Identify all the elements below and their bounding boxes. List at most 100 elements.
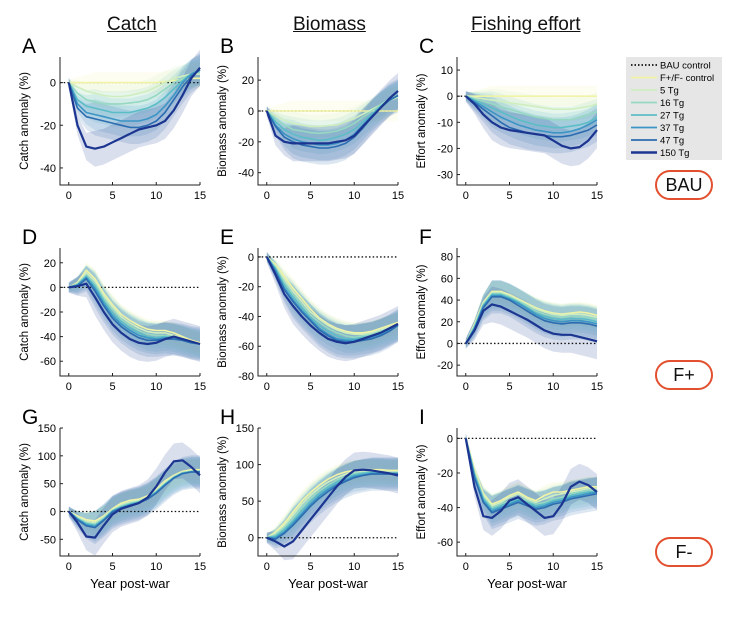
series-47-tg [465, 296, 598, 344]
panel-letter: E [220, 226, 234, 249]
y-tick-label: -20 [238, 282, 254, 294]
x-tick-label: 5 [307, 561, 313, 573]
panel-letter: G [22, 406, 38, 429]
y-tick-label: -40 [238, 168, 254, 180]
y-tick-label: 20 [44, 258, 56, 270]
x-tick-label: 10 [150, 190, 162, 202]
x-tick-label: 0 [66, 190, 72, 202]
panel-b: B -40 -20 0 20 0 5 10 15 Biomass anomaly (%) [217, 35, 404, 202]
series-f-f-control [266, 256, 399, 334]
y-axis-label: Biomass anomaly (%) [217, 436, 229, 548]
series-16-tg [465, 95, 598, 121]
y-tick-label: 20 [441, 317, 453, 329]
y-tick-label: 80 [441, 252, 453, 264]
y-tick-label: 40 [441, 295, 453, 307]
legend-label-16-tg: 16 Tg [660, 98, 684, 109]
series-27-tg [266, 94, 399, 142]
panel-letter: I [419, 406, 425, 429]
legend-label-bau-control: BAU control [660, 61, 711, 72]
series-47-tg [68, 278, 201, 345]
legend-label-27-tg: 27 Tg [660, 111, 684, 122]
band-f-f-control [465, 435, 597, 515]
x-tick-label: 15 [392, 561, 404, 573]
panel-g: G -50 0 50 100 150 0 5 10 15 Catch anomaly (%) Year… [19, 406, 206, 591]
series-16-tg [68, 71, 201, 105]
series-16-tg [266, 256, 399, 339]
panel-f: F -20 0 20 40 60 80 0 5 10 15 Effort anomaly (%) [416, 226, 603, 393]
y-tick-label: -80 [238, 371, 254, 383]
series-150-tg [465, 95, 598, 150]
x-axis-label: Year post-war [90, 576, 170, 591]
band-5-tg [68, 62, 200, 108]
x-tick-label: 10 [547, 381, 559, 393]
series-47-tg [266, 473, 398, 540]
x-tick-label: 15 [392, 381, 404, 393]
y-tick-label: -10 [437, 117, 453, 129]
legend-label-5-tg: 5 Tg [660, 86, 679, 97]
y-tick-label: -50 [40, 534, 56, 546]
x-tick-label: 15 [392, 190, 404, 202]
legend-box [626, 57, 722, 160]
x-tick-label: 0 [463, 561, 469, 573]
x-tick-label: 15 [591, 561, 603, 573]
y-tick-label: 0 [447, 338, 453, 350]
series-150-tg [67, 459, 201, 539]
band-16-tg [266, 459, 398, 542]
scenario-badge-f-minus: F- [655, 537, 713, 567]
x-tick-label: 10 [150, 381, 162, 393]
panel-c: C -30 -20 -10 0 10 0 5 10 15 Effort anomaly (%) [416, 35, 603, 202]
x-tick-label: 5 [506, 381, 512, 393]
band-27-tg [465, 92, 597, 142]
y-tick-label: -40 [40, 163, 56, 175]
series-150-tg [265, 90, 399, 145]
x-tick-label: 5 [307, 190, 313, 202]
y-tick-label: 0 [447, 433, 453, 445]
axes-frame [257, 57, 398, 186]
y-tick-label: 0 [248, 252, 254, 264]
band-150-tg [465, 433, 597, 536]
band-16-tg [68, 59, 200, 117]
column-title-catch: Catch [107, 14, 157, 35]
series-150-tg [68, 282, 201, 346]
y-tick-label: -40 [437, 503, 453, 515]
axes-frame [59, 57, 200, 186]
x-tick-label: 5 [109, 190, 115, 202]
y-axis-label: Biomass anomaly (%) [217, 65, 229, 177]
y-tick-label: -20 [40, 307, 56, 319]
column-title-fishing-effort: Fishing effort [471, 14, 581, 35]
series-f-f-control [465, 438, 597, 505]
y-tick-label: -60 [40, 356, 56, 368]
band-5-tg [266, 253, 398, 346]
x-tick-label: 5 [506, 190, 512, 202]
x-tick-label: 15 [591, 190, 603, 202]
series-f-f-control [266, 468, 398, 539]
band-27-tg [266, 252, 398, 353]
y-axis-label: Effort anomaly (%) [416, 264, 428, 359]
legend-label-37-tg: 37 Tg [660, 123, 684, 134]
axes-frame [456, 428, 597, 557]
y-tick-label: 20 [242, 75, 254, 87]
y-tick-label: -60 [238, 341, 254, 353]
panel-letter: H [220, 406, 235, 429]
x-tick-label: 10 [150, 561, 162, 573]
series-27-tg [68, 69, 201, 114]
x-tick-label: 0 [264, 561, 270, 573]
x-tick-label: 0 [463, 190, 469, 202]
y-tick-label: 0 [248, 533, 254, 545]
series-5-tg [465, 438, 597, 507]
scenario-badge-f-plus: F+ [655, 360, 713, 390]
y-tick-label: 100 [38, 451, 56, 463]
band-f-f-control [266, 459, 398, 541]
y-tick-label: -20 [40, 120, 56, 132]
scenario-badge-bau: BAU [655, 170, 713, 200]
axes-frame [456, 57, 597, 186]
band-47-tg [68, 53, 200, 145]
series-47-tg [266, 256, 399, 343]
series-5-tg [465, 95, 598, 110]
x-tick-label: 0 [66, 381, 72, 393]
y-axis-label: Effort anomaly (%) [416, 73, 428, 168]
legend-label-47-tg: 47 Tg [660, 136, 684, 147]
y-tick-label: 10 [441, 65, 453, 77]
y-tick-label: 150 [236, 423, 254, 435]
series-5-tg [68, 271, 201, 345]
